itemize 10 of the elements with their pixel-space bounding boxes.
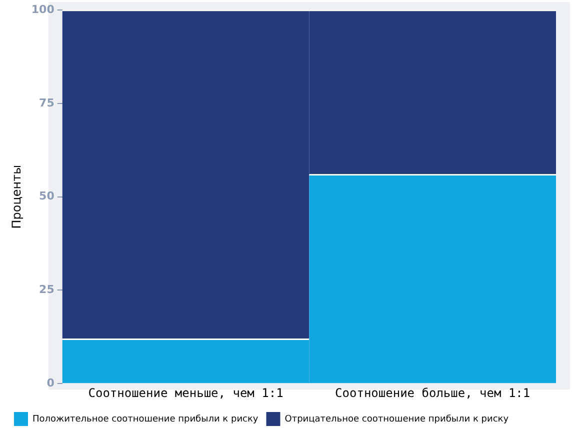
y-axis-title: Проценты (9, 164, 24, 229)
y-tick-label: 75 (39, 96, 54, 110)
y-tick-label: 25 (39, 283, 54, 296)
legend-label: Положительное соотношение прибыли к риску (32, 414, 259, 424)
y-tick-label: 0 (46, 376, 55, 390)
y-tick-label: 50 (39, 190, 55, 203)
legend-label: Отрицательное соотношение прибыли к риску (284, 414, 510, 424)
x-tick-label: Соотношение больше, чем 1:1 (335, 386, 530, 400)
x-tick-label: Соотношение меньше, чем 1:1 (88, 386, 284, 400)
y-tick-label: 100 (31, 2, 55, 16)
